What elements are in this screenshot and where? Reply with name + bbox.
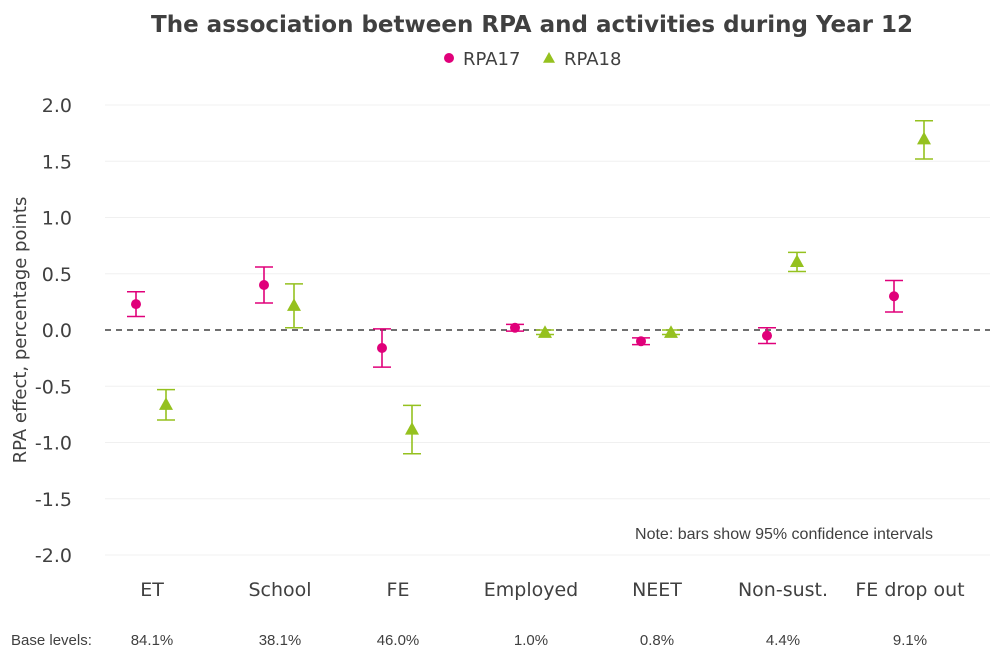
x-category-fe-drop-out: FE drop out bbox=[855, 579, 964, 601]
y-tick-label: -0.5 bbox=[35, 376, 72, 398]
y-axis-ticks: 2.0 1.5 1.0 0.5 0.0 -0.5 -1.0 -1.5 -2.0 bbox=[35, 95, 72, 567]
base-level-non-sust: 4.4% bbox=[766, 632, 800, 649]
legend-label-rpa18: RPA18 bbox=[564, 49, 621, 70]
legend: RPA17 RPA18 bbox=[444, 49, 621, 70]
base-level-et: 84.1% bbox=[131, 632, 174, 649]
y-tick-label: -1.5 bbox=[35, 489, 72, 511]
x-category-school: School bbox=[248, 579, 311, 601]
data-point-rpa18-neet bbox=[664, 325, 678, 338]
x-category-employed: Employed bbox=[484, 579, 578, 601]
data-point-rpa17-employed bbox=[510, 322, 520, 333]
base-level-fe-drop-out: 9.1% bbox=[893, 632, 927, 649]
series-rpa18 bbox=[157, 119, 933, 455]
data-point-rpa17-non-sust bbox=[762, 330, 772, 341]
base-levels: 84.1% 38.1% 46.0% 1.0% 0.8% 4.4% 9.1% bbox=[131, 632, 927, 649]
y-tick-label: 0.5 bbox=[42, 264, 72, 286]
data-point-rpa18-non-sust bbox=[790, 254, 804, 267]
gridlines bbox=[105, 104, 990, 556]
chart-title: The association between RPA and activiti… bbox=[151, 12, 913, 38]
data-point-rpa18-school bbox=[287, 298, 301, 311]
base-level-employed: 1.0% bbox=[514, 632, 548, 649]
data-series bbox=[127, 119, 933, 455]
data-point-rpa18-et bbox=[159, 397, 173, 410]
base-levels-label: Base levels: bbox=[11, 632, 92, 649]
base-level-neet: 0.8% bbox=[640, 632, 674, 649]
x-category-neet: NEET bbox=[632, 579, 682, 601]
legend-marker-rpa17 bbox=[444, 53, 454, 63]
data-point-rpa17-fe bbox=[377, 343, 387, 353]
series-rpa17 bbox=[127, 266, 903, 368]
data-point-rpa17-et bbox=[131, 299, 141, 310]
data-point-rpa17-neet bbox=[636, 336, 646, 347]
data-point-rpa17-school bbox=[259, 280, 269, 290]
ci-note: Note: bars show 95% confidence intervals bbox=[635, 526, 933, 543]
data-point-rpa18-fe-drop-out bbox=[917, 131, 931, 145]
base-level-fe: 46.0% bbox=[377, 632, 420, 649]
x-category-fe: FE bbox=[387, 579, 410, 601]
x-category-non-sust: Non-sust. bbox=[738, 579, 828, 601]
y-axis-label: RPA effect, percentage points bbox=[10, 197, 31, 464]
y-tick-label: -2.0 bbox=[35, 545, 72, 567]
legend-marker-rpa18 bbox=[543, 52, 555, 63]
data-point-rpa17-fe-drop-out bbox=[889, 291, 899, 302]
y-tick-label: -1.0 bbox=[35, 433, 72, 455]
y-tick-label: 2.0 bbox=[42, 95, 72, 117]
y-tick-label: 0.0 bbox=[42, 320, 72, 342]
x-axis-categories: ET School FE Employed NEET Non-sust. FE drop o… bbox=[140, 579, 964, 601]
y-tick-label: 1.0 bbox=[42, 208, 72, 230]
legend-label-rpa17: RPA17 bbox=[463, 49, 520, 70]
base-level-school: 38.1% bbox=[259, 632, 302, 649]
data-point-rpa18-fe bbox=[405, 422, 419, 435]
x-category-et: ET bbox=[140, 579, 164, 601]
y-tick-label: 1.5 bbox=[42, 151, 72, 173]
data-point-rpa18-employed bbox=[538, 325, 552, 338]
